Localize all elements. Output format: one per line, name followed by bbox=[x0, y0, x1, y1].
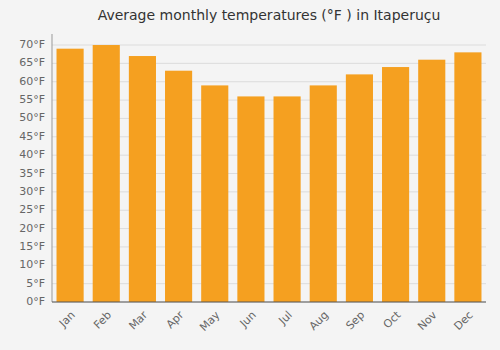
x-tick-label: Oct bbox=[381, 308, 404, 331]
bars bbox=[57, 45, 482, 302]
background bbox=[0, 0, 500, 350]
y-tick-label: 70°F bbox=[19, 38, 45, 51]
x-axis-line bbox=[52, 302, 486, 303]
x-tick-label: Sep bbox=[343, 309, 367, 333]
bar bbox=[201, 85, 228, 302]
y-tick-label: 10°F bbox=[19, 258, 45, 271]
y-tick-label: 45°F bbox=[19, 130, 45, 143]
y-tick-label: 15°F bbox=[19, 240, 45, 253]
x-tick-label: Aug bbox=[307, 309, 331, 333]
x-tick-label: Mar bbox=[126, 308, 150, 332]
x-tick-label: Jan bbox=[56, 309, 78, 331]
bar bbox=[93, 45, 120, 302]
bar bbox=[454, 52, 481, 302]
x-tick-label: May bbox=[197, 308, 223, 334]
chart-container: 0°F 5°F 10°F 15°F 20°F 25°F 30°F 35°F 40°F 45°F 50… bbox=[0, 0, 500, 350]
x-tick-label: Jul bbox=[276, 309, 295, 328]
y-tick-label: 40°F bbox=[19, 148, 45, 161]
y-tick-label: 55°F bbox=[19, 93, 45, 106]
y-tick-label: 5°F bbox=[26, 277, 45, 290]
chart-title: Average monthly temperatures (°F ) in It… bbox=[98, 7, 441, 23]
y-tick-label: 60°F bbox=[19, 75, 45, 88]
bar bbox=[165, 71, 192, 302]
y-tick-label: 35°F bbox=[19, 167, 45, 180]
y-tick-label: 25°F bbox=[19, 203, 45, 216]
chart-svg: 0°F 5°F 10°F 15°F 20°F 25°F 30°F 35°F 40°F 45°F 50… bbox=[0, 0, 500, 350]
y-tick-labels: 0°F 5°F 10°F 15°F 20°F 25°F 30°F 35°F 40°F 45°F 50… bbox=[19, 38, 45, 308]
bar bbox=[237, 96, 264, 302]
bar bbox=[129, 56, 156, 302]
y-tick-label: 0°F bbox=[26, 295, 45, 308]
grid-line bbox=[52, 302, 486, 303]
bar bbox=[310, 85, 337, 302]
x-tick-labels: Jan Feb Mar Apr May Jun Jul Aug Sep Oct Nov Dec bbox=[56, 308, 476, 334]
x-tick-label: Jun bbox=[237, 309, 259, 331]
y-axis-line bbox=[52, 34, 53, 302]
bar bbox=[382, 67, 409, 302]
x-tick-label: Feb bbox=[91, 309, 114, 332]
grid bbox=[52, 45, 486, 302]
bar bbox=[274, 96, 301, 302]
x-tick-label: Nov bbox=[415, 308, 440, 333]
y-tick-label: 65°F bbox=[19, 56, 45, 69]
y-tick-label: 20°F bbox=[19, 222, 45, 235]
bar bbox=[418, 60, 445, 302]
x-tick-label: Dec bbox=[451, 309, 475, 333]
y-tick-label: 30°F bbox=[19, 185, 45, 198]
bar bbox=[346, 74, 373, 302]
x-tick-label: Apr bbox=[164, 308, 187, 331]
bar bbox=[57, 49, 84, 302]
y-tick-label: 50°F bbox=[19, 111, 45, 124]
